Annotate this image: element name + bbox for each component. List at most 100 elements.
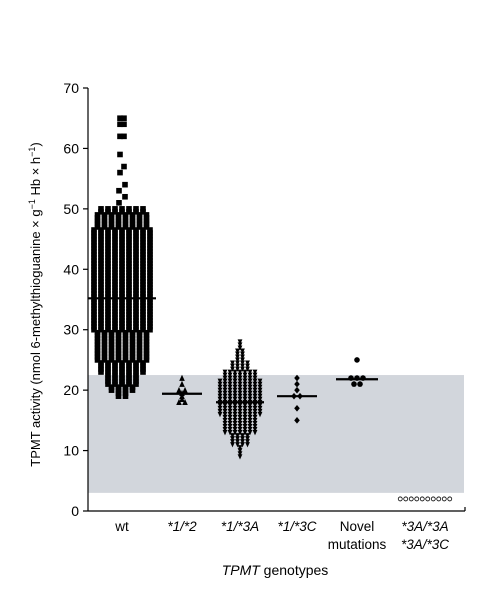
data-point — [247, 393, 253, 400]
data-point — [121, 121, 127, 128]
data-point — [133, 230, 139, 236]
data-point — [112, 290, 118, 297]
data-point — [247, 424, 253, 430]
data-point — [126, 317, 132, 324]
data-point — [91, 287, 97, 294]
data-point — [257, 378, 263, 384]
data-point — [133, 257, 139, 264]
data-point — [101, 351, 108, 357]
data-point — [105, 263, 111, 270]
data-point — [98, 248, 104, 254]
data-point — [91, 296, 97, 303]
data-point — [91, 230, 97, 236]
data-point — [133, 326, 139, 333]
data-point — [217, 408, 223, 415]
data-point — [94, 218, 101, 224]
data-point — [232, 372, 238, 378]
data-point — [140, 206, 146, 212]
data-point — [227, 390, 233, 397]
data-point — [133, 248, 139, 254]
data-point — [91, 248, 97, 254]
data-point — [235, 442, 240, 448]
data-point — [240, 366, 245, 372]
data-point — [129, 342, 136, 348]
data-point — [115, 351, 122, 357]
data-point — [98, 269, 104, 276]
data-point — [147, 254, 153, 260]
data-point — [222, 411, 228, 418]
data-point — [235, 360, 240, 366]
data-point — [94, 224, 101, 230]
data-point — [240, 442, 245, 448]
data-point — [112, 227, 118, 233]
data-point — [126, 242, 132, 248]
data-point — [147, 227, 153, 233]
data-point — [115, 342, 122, 348]
data-point — [136, 351, 143, 357]
data-point — [108, 387, 115, 393]
data-point — [119, 206, 125, 212]
data-point — [119, 378, 125, 384]
data-point — [105, 206, 111, 212]
data-point — [98, 323, 104, 330]
data-point — [129, 384, 136, 390]
data-point — [245, 360, 250, 366]
data-point — [136, 335, 143, 342]
data-point — [115, 384, 122, 390]
data-point — [119, 287, 125, 294]
data-point — [112, 372, 118, 378]
data-point — [126, 314, 132, 321]
data-point — [217, 381, 223, 387]
data-point — [94, 221, 101, 227]
axes: 0 10 20 30 40 50 60 70 wt *1/*2 *1/*3A *1/*3C Novel m… — [63, 80, 466, 552]
x-tick-label: wt — [114, 519, 129, 534]
data-point — [112, 308, 118, 315]
data-point — [91, 257, 97, 264]
data-point — [232, 369, 238, 375]
data-point — [112, 293, 118, 300]
data-point — [133, 323, 139, 330]
data-point — [140, 320, 146, 327]
data-point — [121, 163, 127, 170]
data-point — [133, 275, 139, 282]
data-point — [112, 326, 118, 333]
data-point — [136, 339, 143, 345]
y-tick-label: 50 — [63, 201, 79, 217]
data-point — [237, 454, 243, 460]
data-point — [252, 390, 258, 397]
data-point — [122, 332, 129, 339]
data-point — [115, 332, 122, 339]
data-point — [126, 311, 132, 318]
data-point — [119, 317, 125, 324]
data-point — [230, 442, 235, 448]
data-point — [147, 230, 153, 236]
data-point — [126, 257, 132, 264]
data-point — [140, 257, 146, 264]
data-point — [247, 372, 253, 378]
data-point — [119, 248, 125, 254]
data-point — [126, 323, 132, 330]
data-point — [441, 496, 447, 502]
shaded-band-layer — [88, 375, 464, 493]
data-point — [105, 366, 111, 372]
data-point — [122, 218, 129, 224]
data-point — [133, 360, 139, 366]
data-point — [240, 439, 245, 445]
data-point — [91, 320, 97, 327]
data-point — [140, 236, 146, 242]
data-point — [237, 411, 243, 418]
data-point — [133, 272, 139, 279]
data-point — [105, 239, 111, 245]
data-point — [140, 363, 146, 369]
data-point — [122, 329, 129, 336]
data-point — [237, 345, 243, 351]
data-point — [91, 302, 97, 309]
data-point — [122, 357, 129, 363]
data-point — [115, 339, 122, 345]
data-point — [147, 257, 153, 264]
data-point — [217, 402, 223, 409]
data-point — [140, 290, 146, 297]
data-point — [98, 266, 104, 273]
data-point — [98, 254, 104, 260]
data-point — [235, 351, 240, 357]
